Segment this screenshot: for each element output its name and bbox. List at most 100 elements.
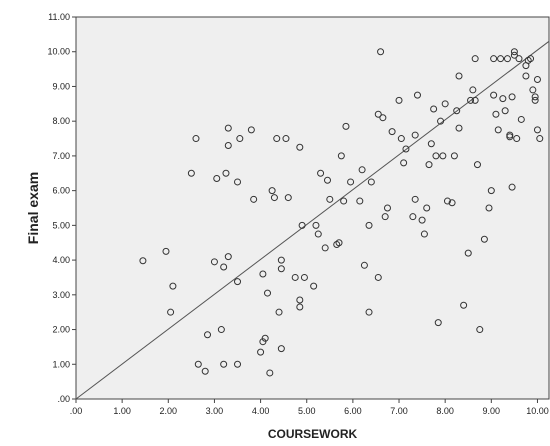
data-point (284, 194, 292, 202)
y-tick-label: 8.00 (52, 116, 70, 126)
data-point (388, 128, 396, 136)
data-point (377, 48, 385, 56)
data-point (210, 258, 218, 266)
x-axis-title: COURSEWORK (268, 427, 358, 441)
data-point (510, 51, 518, 59)
data-point (437, 117, 445, 125)
data-point (450, 152, 458, 160)
data-point (224, 141, 232, 149)
data-point (443, 197, 451, 205)
x-tick-label: 6.00 (344, 406, 362, 416)
data-point (247, 126, 255, 134)
fit-line-layer (75, 40, 550, 400)
fit-line (75, 40, 550, 400)
data-point (282, 135, 290, 143)
x-tick-label: 1.00 (113, 406, 131, 416)
data-point (499, 95, 507, 103)
data-point (503, 55, 511, 63)
x-tick-label: 4.00 (252, 406, 270, 416)
data-point (473, 161, 481, 169)
data-point (397, 135, 405, 143)
data-point (510, 48, 518, 56)
data-point (402, 145, 410, 153)
data-point (501, 107, 509, 115)
data-point (527, 55, 535, 63)
data-point (169, 282, 177, 290)
data-point (317, 169, 325, 177)
data-point (533, 126, 541, 134)
data-point (264, 289, 272, 297)
data-point (517, 115, 525, 123)
data-point (379, 114, 387, 122)
data-point (400, 159, 408, 167)
data-point (513, 135, 521, 143)
data-point (425, 161, 433, 169)
data-point (360, 261, 368, 269)
data-point (257, 348, 265, 356)
data-point (300, 273, 308, 281)
data-point (497, 55, 505, 63)
data-point (453, 107, 461, 115)
y-tick-label: 5.00 (52, 220, 70, 230)
data-point (381, 213, 389, 221)
data-point (187, 169, 195, 177)
data-point (434, 319, 442, 327)
data-point (224, 124, 232, 132)
x-tick-label: 10.00 (526, 406, 549, 416)
data-point (522, 72, 530, 80)
data-point (236, 135, 244, 143)
data-point (277, 345, 285, 353)
data-point (533, 76, 541, 84)
data-point (204, 331, 212, 339)
data-point (531, 93, 539, 101)
data-point (270, 194, 278, 202)
data-point (411, 131, 419, 139)
data-point (310, 282, 318, 290)
data-point (432, 152, 440, 160)
data-point (515, 55, 523, 63)
data-point (234, 178, 242, 186)
data-point (487, 187, 495, 195)
data-point (337, 152, 345, 160)
data-point (480, 235, 488, 243)
data-point (259, 270, 267, 278)
y-tick-label: 4.00 (52, 255, 70, 265)
data-point (490, 55, 498, 63)
data-point (383, 204, 391, 212)
data-point (321, 244, 329, 252)
data-point (296, 303, 304, 311)
data-point (365, 308, 373, 316)
data-point (194, 360, 202, 368)
x-tick-label: 5.00 (298, 406, 316, 416)
data-point (220, 360, 228, 368)
data-point (469, 86, 477, 94)
data-point (224, 253, 232, 261)
data-point (420, 230, 428, 238)
data-point (423, 204, 431, 212)
data-point (471, 96, 479, 104)
data-point (335, 239, 343, 247)
data-point (455, 72, 463, 80)
data-point (508, 183, 516, 191)
x-tick-label: 7.00 (390, 406, 408, 416)
data-point (529, 86, 537, 94)
data-point (275, 308, 283, 316)
data-point (490, 91, 498, 99)
data-point (367, 178, 375, 186)
data-point (374, 110, 382, 118)
x-tick-label: 2.00 (160, 406, 178, 416)
data-point (296, 143, 304, 151)
x-tick-label: 8.00 (436, 406, 454, 416)
data-point (277, 265, 285, 273)
y-tick-label: 1.00 (52, 359, 70, 369)
data-point (296, 296, 304, 304)
data-point (506, 131, 514, 139)
x-tick-label: .00 (70, 406, 83, 416)
data-point (471, 55, 479, 63)
data-point (427, 140, 435, 148)
data-point (356, 197, 364, 205)
data-point (217, 326, 225, 334)
data-point (340, 197, 348, 205)
x-tick-label: 9.00 (483, 406, 501, 416)
